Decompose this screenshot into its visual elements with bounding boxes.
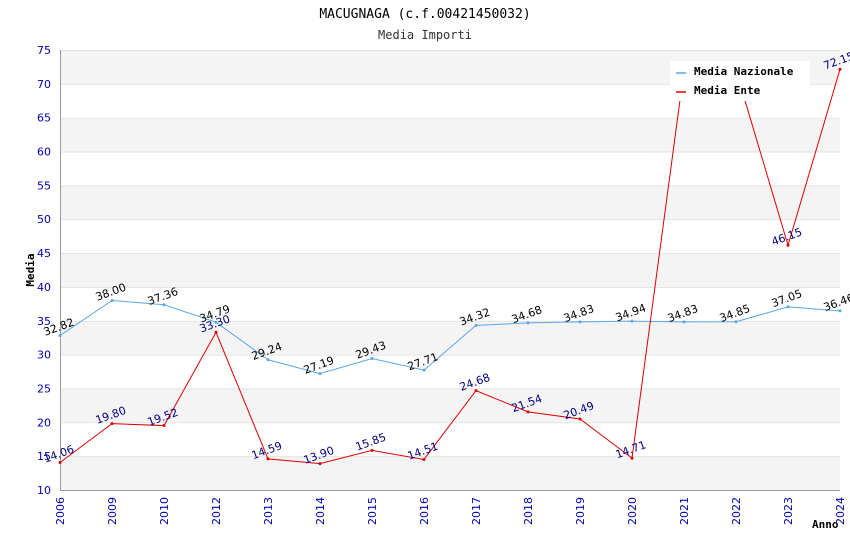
grid-band: [60, 320, 840, 355]
x-tick-label: 2016: [418, 497, 431, 525]
x-axis-ticks: 2006 2009 2010 2012 2013 2014 2015 2016 2017 2018…: [54, 497, 847, 525]
x-tick-label: 2019: [574, 497, 587, 525]
data-point-nazionale: [838, 309, 842, 313]
data-point-nazionale: [474, 323, 478, 327]
x-tick-label: 2014: [314, 497, 327, 525]
data-point-nazionale: [214, 320, 218, 324]
grid-band: [60, 151, 840, 186]
data-point-ente: [370, 448, 374, 452]
data-point-ente: [110, 422, 114, 426]
data-point-ente: [162, 424, 166, 428]
data-point-nazionale: [318, 372, 322, 376]
x-tick-label: 2006: [54, 497, 67, 525]
data-point-nazionale: [786, 305, 790, 309]
legend-label-ente: Media Ente: [694, 84, 761, 97]
data-point-ente: [838, 67, 842, 71]
grid-band: [60, 219, 840, 254]
x-axis-label: Anno: [812, 518, 839, 531]
x-tick-label: 2013: [262, 497, 275, 525]
x-tick-label: 2015: [366, 497, 379, 525]
y-tick-label: 10: [37, 484, 51, 497]
x-tick-label: 2010: [158, 497, 171, 525]
data-point-nazionale: [110, 298, 114, 302]
y-tick-label: 75: [37, 44, 51, 57]
grid-band: [60, 388, 840, 423]
y-tick-label: 60: [37, 146, 51, 159]
x-tick-label: 2009: [106, 497, 119, 525]
grid-band: [60, 354, 840, 389]
x-tick-label: 2022: [730, 497, 743, 525]
data-point-ente: [786, 243, 790, 247]
y-tick-label: 65: [37, 112, 51, 125]
grid-bands: [60, 50, 840, 490]
y-tick-label: 25: [37, 382, 51, 395]
data-point-ente: [318, 462, 322, 466]
y-tick-label: 30: [37, 349, 51, 362]
grid-band: [60, 422, 840, 457]
y-tick-label: 20: [37, 416, 51, 429]
y-tick-label: 50: [37, 213, 51, 226]
data-point-ente: [578, 417, 582, 421]
data-point-ente: [422, 457, 426, 461]
grid-band: [60, 456, 840, 490]
y-tick-label: 40: [37, 281, 51, 294]
data-point-nazionale: [58, 334, 62, 338]
grid-band: [60, 185, 840, 220]
legend: Media Nazionale Media Ente: [670, 61, 810, 101]
series-line-media-nazionale: [59, 299, 841, 375]
y-axis-ticks: 10 15 20 25 30 35 40 45 50 55 60 65 70 75: [37, 44, 51, 497]
data-point-nazionale: [162, 303, 166, 307]
data-point-ente: [474, 389, 478, 393]
legend-label-nazionale: Media Nazionale: [694, 65, 794, 78]
x-tick-label: 2023: [782, 497, 795, 525]
x-tick-label: 2012: [210, 497, 223, 525]
y-tick-label: 45: [37, 247, 51, 260]
y-tick-label: 55: [37, 179, 51, 192]
x-tick-label: 2017: [470, 497, 483, 525]
data-point-nazionale: [630, 319, 634, 323]
data-point-nazionale: [682, 320, 686, 324]
y-tick-label: 15: [37, 450, 51, 463]
x-tick-label: 2020: [626, 497, 639, 525]
y-tick-label: 35: [37, 315, 51, 328]
data-point-nazionale: [526, 321, 530, 325]
data-point-ente: [526, 410, 530, 414]
data-point-nazionale: [266, 358, 270, 362]
chart-title: MACUGNAGA (c.f.00421450032): [319, 7, 530, 22]
x-tick-label: 2018: [522, 497, 535, 525]
data-point-ente: [630, 456, 634, 460]
chart-subtitle: Media Importi: [378, 28, 472, 42]
grid-band: [60, 286, 840, 321]
grid-band: [60, 253, 840, 287]
legend-box: [670, 61, 810, 101]
data-point-nazionale: [422, 368, 426, 372]
data-point-ente: [214, 330, 218, 334]
grid-band: [60, 117, 840, 152]
data-point-nazionale: [578, 320, 582, 324]
data-point-nazionale: [370, 356, 374, 360]
data-point-ente: [266, 457, 270, 461]
y-axis-label: Media: [24, 253, 37, 286]
y-tick-label: 70: [37, 78, 51, 91]
x-tick-label: 2024: [834, 497, 847, 525]
data-point-nazionale: [734, 320, 738, 324]
data-point-ente: [58, 461, 62, 465]
x-tick-label: 2021: [678, 497, 691, 525]
